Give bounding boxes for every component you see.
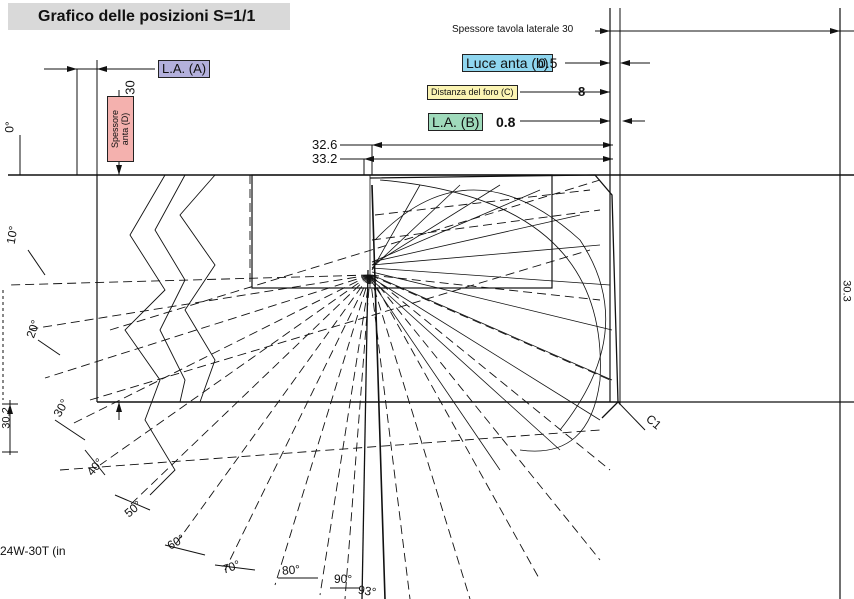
- swing-rays: [7, 175, 611, 599]
- angle-label-93: 93°: [356, 582, 378, 599]
- page-title: Grafico delle posizioni S=1/1: [38, 8, 256, 25]
- swing-solid-rays: [371, 184, 613, 471]
- right-dim-label: 30.3: [840, 280, 853, 302]
- la-a-value: 30: [122, 80, 138, 95]
- door-position-0: [369, 174, 619, 419]
- angle-10-marker: [27, 249, 46, 276]
- luce-anta-value: 0.5: [538, 55, 558, 71]
- hinge-arc-2: [374, 189, 606, 431]
- la-b-value: 0.8: [496, 114, 516, 130]
- c1-leader: [617, 401, 646, 431]
- dim-30-2-label: 30.2: [0, 407, 13, 429]
- la-b-tag: L.A. (B): [428, 113, 484, 131]
- angle-20-marker: [37, 339, 61, 356]
- arrowheads: [7, 28, 840, 414]
- spessore-tavola-label: Spessore tavola laterale 30: [452, 24, 574, 35]
- angle-label-90: 90°: [334, 572, 353, 586]
- distanza-foro-value: 8: [578, 84, 586, 99]
- angle-60-marker: [164, 544, 206, 556]
- door-zigzag-2: [179, 174, 216, 403]
- angle-30-marker: [54, 419, 86, 441]
- la-a-tag: L.A. (A): [158, 60, 211, 78]
- angle-label-80: 80°: [281, 562, 301, 578]
- door-zigzag-1: [154, 174, 186, 403]
- dim-32-6-label: 32.6: [312, 137, 338, 152]
- dim-33-2-label: 33.2: [312, 151, 338, 166]
- door-zigzag-3: [124, 174, 176, 496]
- door-position-93: [361, 269, 369, 599]
- angle-label-0: 0°: [2, 121, 17, 133]
- footnote-label: 24W-30T (in: [0, 544, 66, 558]
- spessore-anta-line1: Spessore: [110, 109, 120, 149]
- hinge-arc: [379, 179, 601, 452]
- angle-50-marker: [114, 494, 151, 511]
- spessore-anta-line2: anta (D): [120, 112, 130, 146]
- distanza-foro-tag: Distanza del foro (C): [427, 85, 518, 100]
- luce-anta-tag: Luce anta (b): [462, 54, 553, 72]
- title-banner: Grafico delle posizioni S=1/1: [8, 3, 290, 30]
- door-position-90: [371, 184, 386, 599]
- hinge-cup-inner: [369, 174, 553, 289]
- spessore-anta-tag: Spessore anta (D): [107, 96, 134, 162]
- angle-40-marker: [84, 449, 106, 476]
- angle-70-marker: [214, 564, 256, 571]
